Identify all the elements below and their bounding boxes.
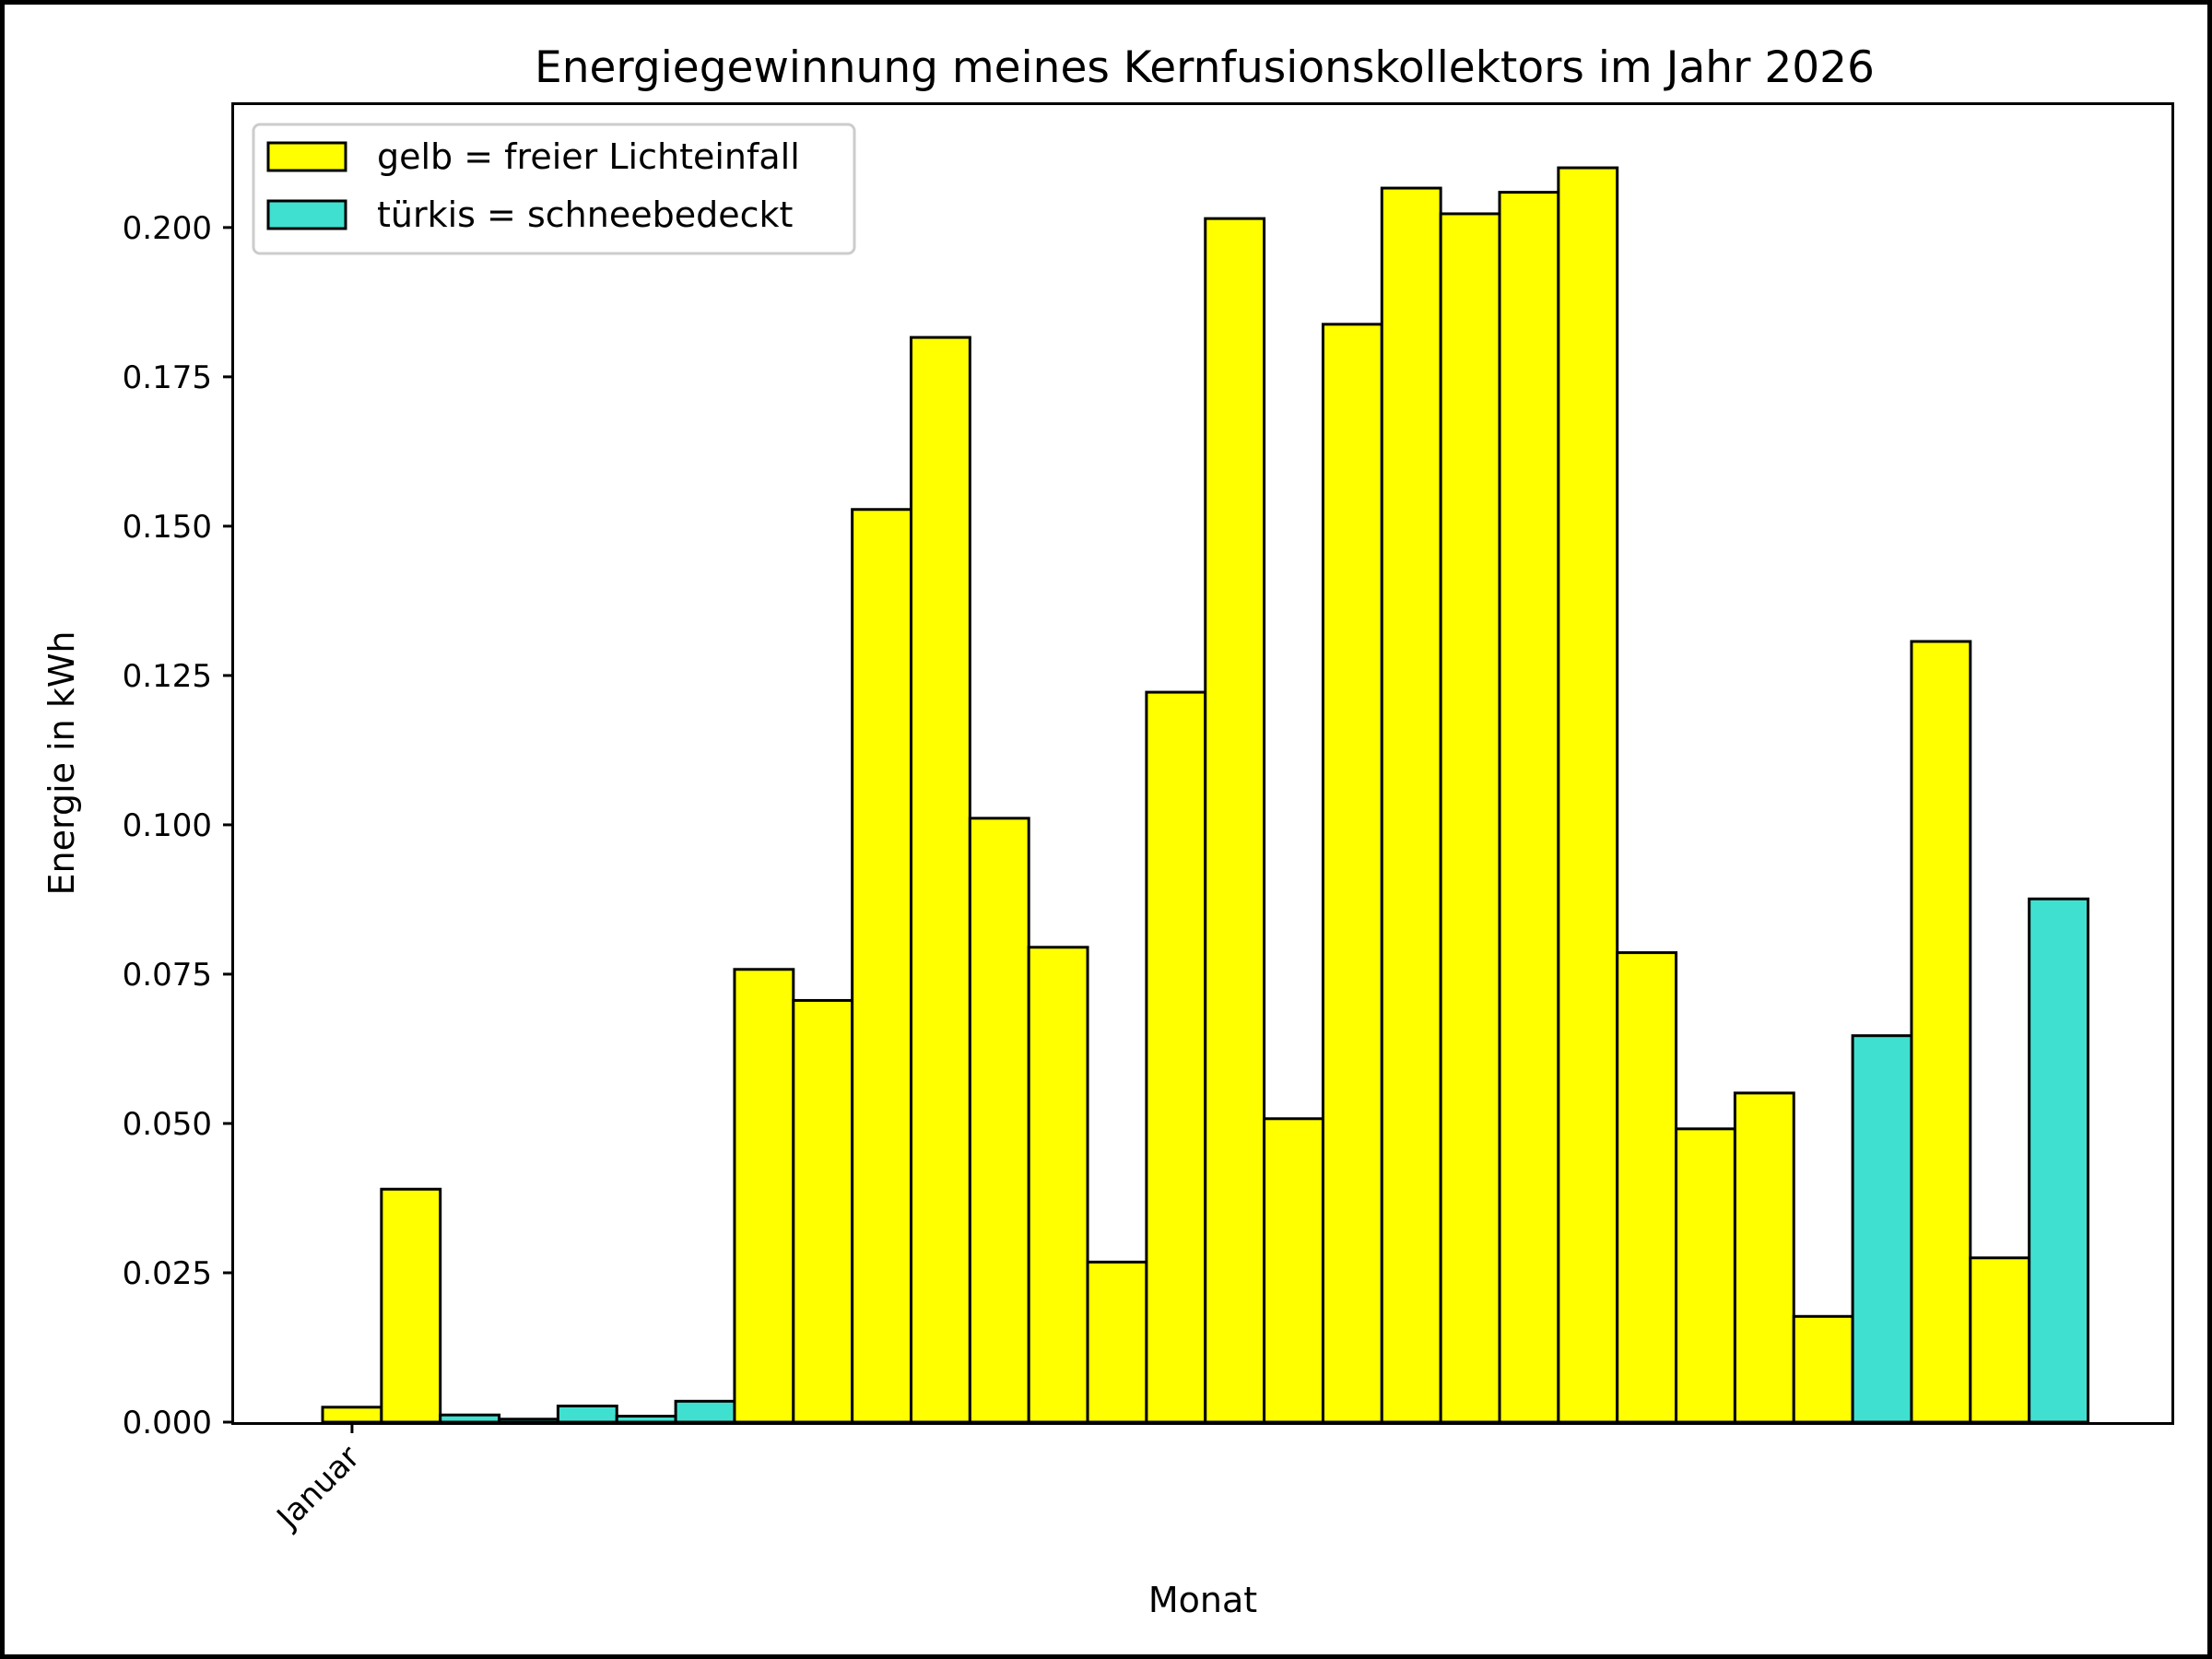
bar-19 [1380,186,1442,1424]
y-axis: 0.000 0.025 0.050 0.075 0.100 0.125 0.150 0.175… [123,210,234,1441]
bar-6 [615,1415,677,1424]
bar-13 [1027,946,1089,1424]
bar-23 [1616,951,1678,1424]
bar-11 [910,335,971,1424]
bar-9 [792,998,854,1424]
y-tick-label-3: 0.075 [123,957,212,994]
legend-swatch-gelb [266,141,347,172]
y-tick-label-1: 0.025 [123,1255,212,1292]
chart-title: Energiegewinnung meines Kernfusionskolle… [535,42,1875,93]
bar-27 [1851,1034,1913,1424]
legend-box [252,123,856,255]
bar-30 [2028,897,2089,1424]
energy-bar-chart: Energiegewinnung meines Kernfusionskolle… [41,42,2174,1620]
y-tick-label-7: 0.175 [123,359,212,396]
bar-10 [851,508,913,1424]
bar-3 [439,1413,501,1424]
y-tick-label-2: 0.050 [123,1106,212,1143]
y-tick-label-8: 0.200 [123,210,212,247]
x-axis-title: Monat [1148,1580,1257,1620]
x-tick-label-0: Januar [269,1439,368,1537]
bar-26 [1792,1314,1854,1424]
x-axis: Januar [269,1422,368,1537]
bar-15 [1145,690,1207,1424]
bars-layer [321,166,2089,1424]
bar-14 [1086,1260,1148,1424]
bar-22 [1557,166,1619,1424]
bar-18 [1321,323,1383,1424]
legend-swatch-tuerkis [266,199,347,230]
bar-20 [1439,212,1501,1424]
y-tick-label-0: 0.000 [123,1405,212,1441]
bar-29 [1969,1256,2031,1424]
bar-17 [1263,1117,1324,1424]
plot-area-frame [231,102,2174,1425]
legend: gelb = freier Lichteinfall türkis = schn… [252,123,856,255]
bar-1 [321,1406,383,1424]
y-tick-label-5: 0.125 [123,658,212,695]
bar-24 [1675,1127,1736,1424]
y-tick-label-4: 0.100 [123,807,212,844]
legend-label-tuerkis: türkis = schneebedeckt [377,194,793,235]
bar-12 [968,817,1030,1424]
bar-28 [1910,640,1972,1424]
bar-4 [498,1418,559,1424]
legend-label-gelb: gelb = freier Lichteinfall [377,136,800,177]
bar-25 [1733,1091,1795,1424]
bar-8 [733,968,795,1424]
bar-5 [556,1405,618,1424]
bar-7 [674,1399,736,1424]
bar-21 [1498,191,1560,1424]
bar-16 [1204,217,1266,1424]
y-tick-label-6: 0.150 [123,509,212,546]
bar-2 [380,1187,442,1424]
y-axis-title: Energie in kWh [41,631,82,896]
